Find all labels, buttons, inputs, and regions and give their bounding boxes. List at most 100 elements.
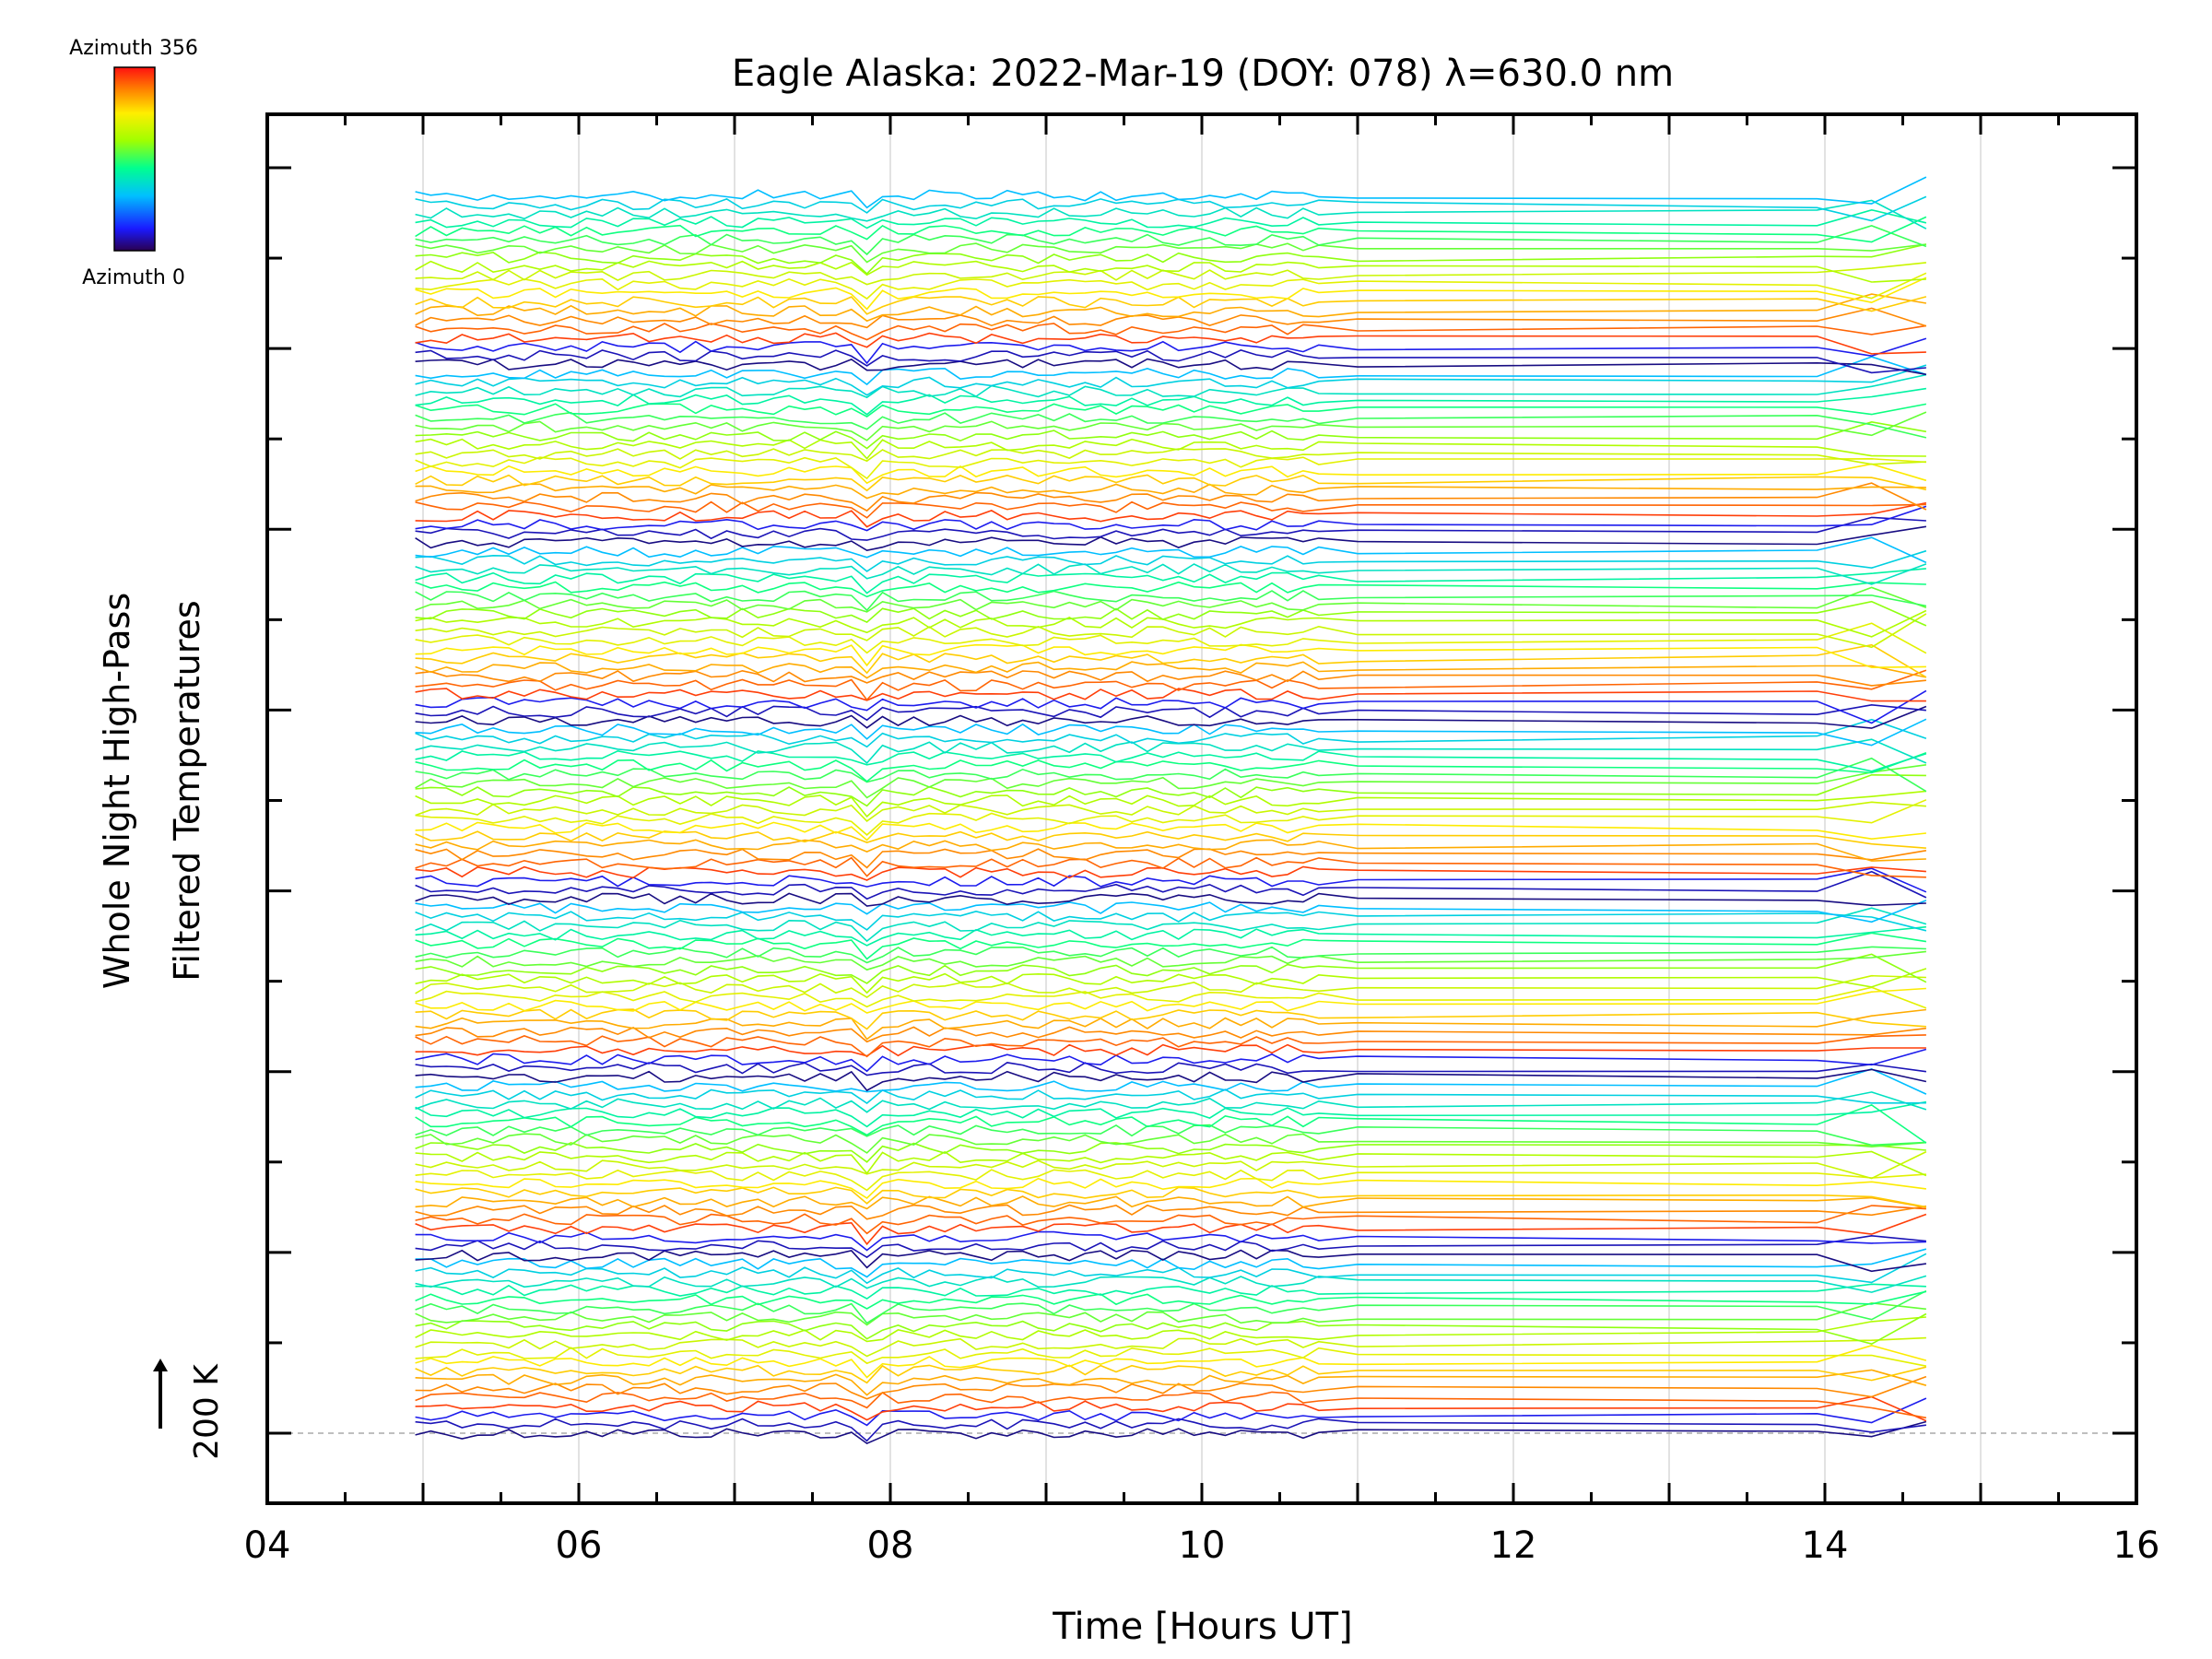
series-line bbox=[415, 1008, 1926, 1030]
series-line bbox=[415, 1213, 1927, 1246]
series-line bbox=[415, 323, 1927, 341]
series-line bbox=[415, 1336, 1926, 1358]
series-line bbox=[415, 1091, 1927, 1113]
series-line bbox=[415, 932, 1927, 960]
series-line bbox=[415, 586, 1927, 613]
series-line bbox=[415, 613, 1927, 649]
chart-title: Eagle Alaska: 2022-Mar-19 (DOY: 078) λ=6… bbox=[732, 53, 1674, 95]
series-line bbox=[415, 865, 1926, 881]
series-line bbox=[415, 216, 1927, 243]
series-line bbox=[415, 208, 1927, 229]
series-line bbox=[415, 1043, 1926, 1057]
series-line bbox=[415, 643, 1926, 669]
series-line bbox=[415, 356, 1927, 386]
series-line bbox=[415, 1253, 1927, 1285]
series-line bbox=[415, 622, 1927, 654]
series-line bbox=[415, 718, 1927, 747]
series-line bbox=[415, 1026, 1926, 1043]
x-tick-label: 06 bbox=[556, 1524, 603, 1567]
series-line bbox=[415, 1347, 1927, 1367]
series-line bbox=[415, 358, 1927, 376]
series-line bbox=[415, 563, 1927, 585]
y-axis-label-line2: Filtered Temperatures bbox=[167, 600, 207, 981]
series-line bbox=[415, 1375, 1927, 1400]
series-line bbox=[415, 1290, 1927, 1310]
series-line bbox=[415, 262, 1926, 286]
series-line bbox=[415, 773, 1926, 807]
series-line bbox=[415, 448, 1926, 465]
x-tick-label: 10 bbox=[1179, 1524, 1226, 1567]
series-line bbox=[415, 689, 1927, 724]
series-line bbox=[415, 1088, 1926, 1104]
series-line bbox=[415, 801, 1926, 822]
scale-bar bbox=[153, 1359, 168, 1429]
x-tick-label: 16 bbox=[2113, 1524, 2160, 1567]
series-line bbox=[415, 669, 1926, 687]
series-line bbox=[415, 900, 1927, 924]
series-line bbox=[415, 749, 1927, 772]
series-line bbox=[415, 1062, 1927, 1077]
series-line bbox=[415, 1133, 1926, 1154]
series-line bbox=[415, 549, 1927, 572]
series-line bbox=[415, 790, 1926, 818]
series-line bbox=[415, 764, 1927, 799]
series-line bbox=[415, 195, 1927, 222]
x-tick-labels: 04 06 08 10 12 14 16 bbox=[244, 1524, 2160, 1567]
series-line bbox=[415, 403, 1927, 418]
series-line bbox=[415, 953, 1927, 984]
series-line bbox=[415, 1150, 1927, 1177]
series-line bbox=[415, 1344, 1927, 1379]
series-line bbox=[415, 821, 1926, 841]
series-line bbox=[415, 1186, 1927, 1208]
series-line bbox=[415, 1301, 1926, 1326]
series-line bbox=[415, 669, 1927, 701]
series-line bbox=[415, 738, 1927, 765]
series-line bbox=[415, 705, 1927, 729]
x-axis-label: Time [Hours UT] bbox=[1052, 1606, 1352, 1648]
series-line bbox=[415, 643, 1927, 678]
series-line bbox=[415, 243, 1927, 276]
series-line bbox=[415, 1369, 1927, 1396]
series-line bbox=[415, 1068, 1927, 1092]
series-line bbox=[415, 1034, 1926, 1058]
series-line bbox=[415, 974, 1926, 999]
series-line bbox=[415, 799, 1927, 836]
series-line bbox=[415, 950, 1926, 971]
series-line bbox=[415, 474, 1927, 492]
series-line bbox=[415, 438, 1926, 460]
series-line bbox=[415, 272, 1927, 300]
series-line bbox=[415, 1150, 1927, 1180]
series-line bbox=[415, 830, 1926, 849]
series-line bbox=[415, 1283, 1926, 1300]
series-line bbox=[415, 1312, 1927, 1346]
series-line bbox=[415, 225, 1927, 256]
series-line bbox=[415, 590, 1927, 612]
axis-ticks bbox=[265, 114, 2138, 1503]
x-tick-label: 04 bbox=[244, 1524, 291, 1567]
series-line bbox=[415, 925, 1926, 947]
series-line bbox=[415, 199, 1927, 229]
series-line bbox=[415, 757, 1927, 793]
series-line bbox=[415, 1395, 1927, 1422]
series-line bbox=[415, 910, 1927, 932]
series-line bbox=[415, 1169, 1926, 1192]
series-line bbox=[415, 1068, 1927, 1095]
series-line bbox=[415, 387, 1927, 416]
series-line bbox=[415, 500, 1926, 519]
series-line bbox=[415, 307, 1927, 329]
colorbar bbox=[113, 66, 156, 252]
series-line bbox=[415, 751, 1927, 782]
series-line bbox=[415, 968, 1927, 994]
series-line bbox=[415, 420, 1927, 450]
series-line bbox=[415, 609, 1927, 638]
series-line bbox=[415, 1141, 1926, 1163]
series-line bbox=[415, 411, 1927, 439]
series-line bbox=[415, 856, 1926, 878]
series-line bbox=[415, 332, 1926, 355]
series-line bbox=[415, 1205, 1926, 1235]
series-line bbox=[415, 536, 1927, 564]
series-line bbox=[415, 501, 1927, 528]
series-line bbox=[415, 987, 1926, 1014]
series-line bbox=[415, 1391, 1927, 1419]
